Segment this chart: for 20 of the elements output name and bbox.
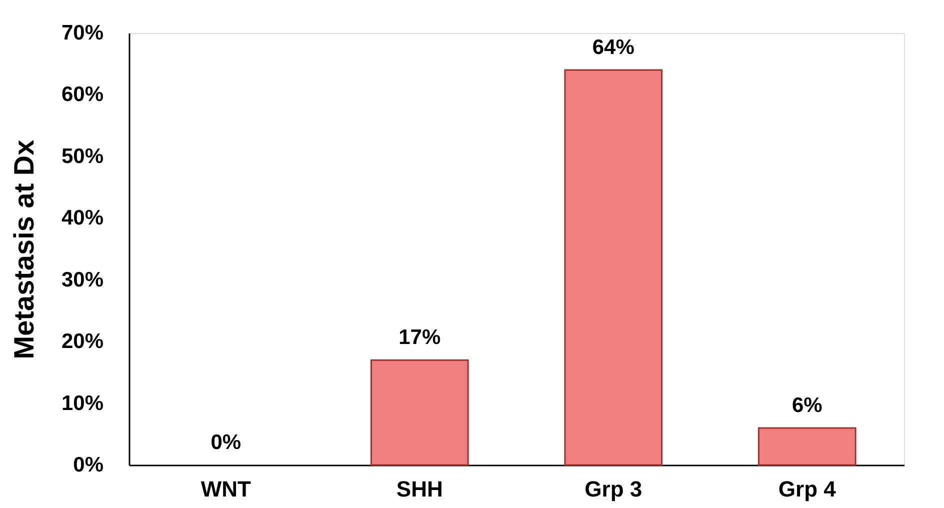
- x-tick-label: Grp 4: [778, 476, 837, 502]
- y-tick-label: 40%: [61, 206, 104, 230]
- x-tick-label: Grp 3: [584, 476, 642, 502]
- y-tick-label: 10%: [61, 392, 104, 415]
- x-tick-label: SHH: [396, 476, 443, 502]
- data-label: 64%: [592, 36, 635, 60]
- y-tick-label: 0%: [73, 454, 104, 476]
- data-label: 0%: [210, 431, 242, 454]
- y-tick-label: 70%: [61, 22, 104, 44]
- data-label: 6%: [792, 394, 823, 417]
- y-axis-title: Metastasis at Dx: [8, 139, 40, 360]
- bar: [564, 69, 663, 466]
- y-tick-label: 30%: [61, 268, 104, 292]
- y-tick-label: 60%: [61, 83, 104, 106]
- bar: [370, 359, 469, 466]
- data-label: 17%: [398, 326, 441, 350]
- x-tick-label: WNT: [200, 476, 252, 502]
- y-tick-label: 20%: [61, 330, 104, 354]
- bar: [758, 427, 856, 466]
- y-tick-label: 50%: [61, 144, 104, 168]
